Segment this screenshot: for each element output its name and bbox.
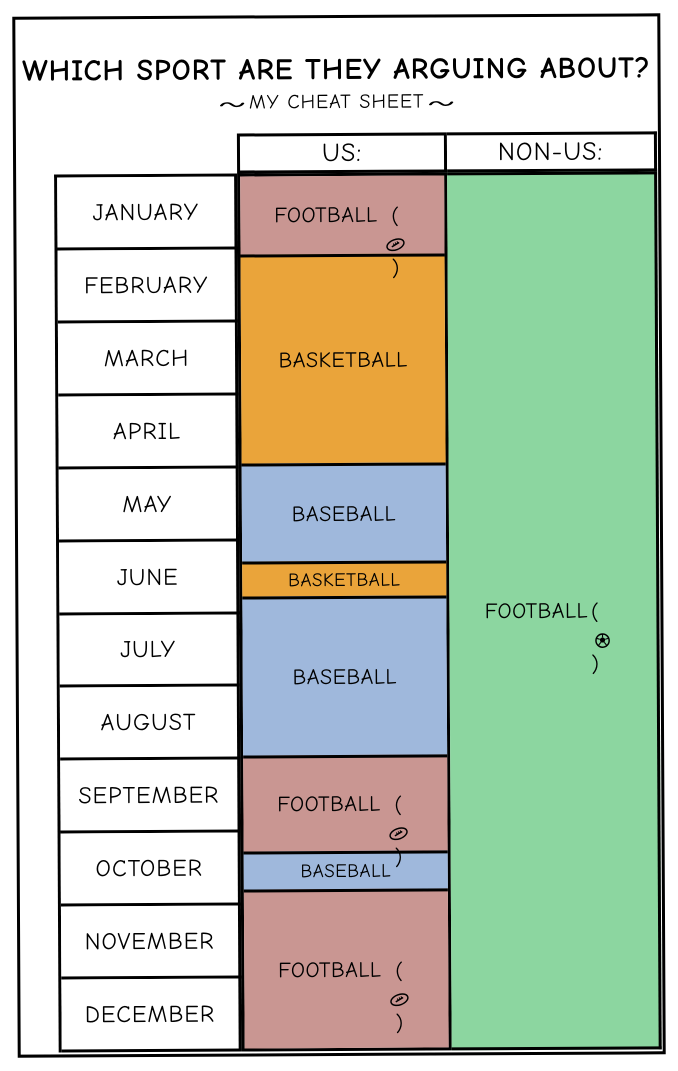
tilde-left-icon: ~ bbox=[217, 92, 247, 112]
american-football-icon: () bbox=[384, 959, 414, 981]
us-sport-label: BASKETBALL bbox=[288, 569, 400, 592]
title: WHICH SPORT ARE THEY ARGUING ABOUT? bbox=[15, 50, 657, 88]
american-football-icon: () bbox=[380, 204, 410, 226]
tilde-right-icon: ~ bbox=[426, 91, 456, 111]
month-label: JANUARY bbox=[57, 177, 237, 251]
american-football-icon: () bbox=[383, 793, 413, 815]
us-sport-label: BASEBALL bbox=[300, 860, 391, 882]
month-label: SEPTEMBER bbox=[60, 760, 240, 834]
us-sport-block: BASEBALL bbox=[244, 850, 448, 890]
us-sport-label: FOOTBALL bbox=[278, 957, 381, 984]
month-label: AUGUST bbox=[60, 687, 240, 761]
month-label: JUNE bbox=[59, 541, 239, 615]
us-sport-label: BASKETBALL bbox=[278, 346, 407, 373]
soccer-ball-icon: () bbox=[591, 600, 621, 622]
nonus-sport-label: FOOTBALL bbox=[485, 598, 588, 625]
chart-grid: US: NON-US: JANUARYFEBRUARYMARCHAPRILMAY… bbox=[54, 131, 662, 1052]
us-sports-column: FOOTBALL () BASKETBALL BASEBALL BASKETBALL B… bbox=[237, 172, 452, 1051]
us-sport-label: BASEBALL bbox=[292, 500, 396, 527]
us-sport-block: BASKETBALL bbox=[241, 253, 446, 463]
us-sport-block: BASEBALL bbox=[242, 462, 447, 562]
us-sport-block: FOOTBALL () bbox=[244, 888, 449, 1048]
subtitle-wrap: ~ MY CHEAT SHEET ~ bbox=[16, 88, 658, 114]
month-label: MAY bbox=[59, 468, 239, 542]
column-header-us: US: bbox=[237, 132, 447, 173]
nonus-sports-column: FOOTBALL () bbox=[447, 171, 662, 1050]
comic-frame: WHICH SPORT ARE THEY ARGUING ABOUT? ~ MY… bbox=[12, 13, 665, 1057]
month-label: OCTOBER bbox=[61, 833, 241, 907]
column-header-nonus: NON-US: bbox=[447, 131, 657, 172]
month-label: APRIL bbox=[58, 395, 238, 469]
us-sport-block: BASEBALL bbox=[242, 596, 447, 756]
subtitle: MY CHEAT SHEET bbox=[249, 90, 425, 114]
month-label: MARCH bbox=[58, 322, 238, 396]
us-sport-label: FOOTBALL bbox=[277, 791, 380, 818]
month-label: DECEMBER bbox=[61, 979, 241, 1053]
us-sport-label: BASEBALL bbox=[293, 664, 397, 691]
month-label: FEBRUARY bbox=[58, 249, 238, 323]
us-sport-block: BASKETBALL bbox=[242, 561, 446, 597]
month-label: JULY bbox=[59, 614, 239, 688]
us-sport-block: FOOTBALL () bbox=[243, 755, 447, 851]
month-label: NOVEMBER bbox=[61, 906, 241, 980]
us-sport-block: FOOTBALL () bbox=[240, 175, 444, 254]
us-sport-label: FOOTBALL bbox=[274, 202, 377, 229]
month-labels-column: JANUARYFEBRUARYMARCHAPRILMAYJUNEJULYAUGU… bbox=[54, 174, 242, 1053]
